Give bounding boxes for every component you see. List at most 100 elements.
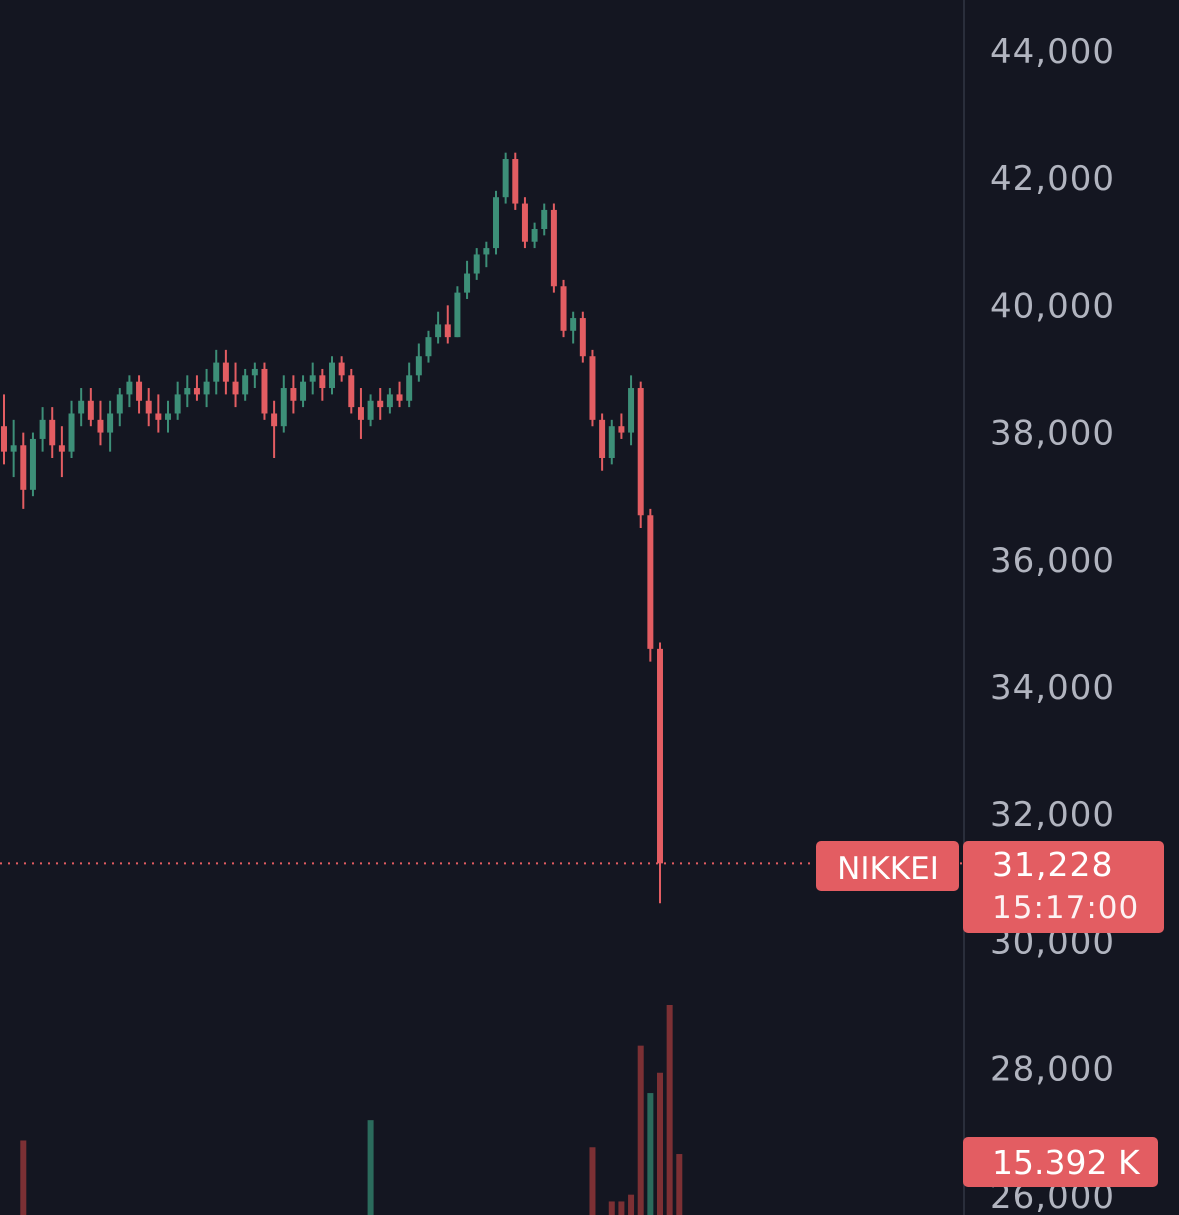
candle: [116, 388, 123, 427]
last-price-label: 31,228: [992, 845, 1113, 884]
candle: [367, 394, 374, 427]
candle-body: [290, 388, 297, 401]
candle: [338, 356, 345, 382]
candle-body: [367, 400, 374, 420]
candle: [39, 407, 46, 452]
price-axis[interactable]: 44,000 42,000 40,000 38,000 36,000 34,00…: [990, 32, 1115, 1215]
candle-body: [512, 159, 519, 204]
candle-body: [618, 426, 625, 433]
last-price-tag[interactable]: 31,228 15:17:00: [963, 841, 1164, 933]
candle: [406, 362, 413, 408]
volume-bar: [637, 1045, 644, 1215]
candle-body: [377, 400, 384, 408]
candle-body: [165, 413, 171, 420]
candle-body: [107, 413, 114, 433]
candle: [165, 400, 171, 433]
volume-bar: [20, 1140, 27, 1215]
candle: [628, 375, 635, 446]
volume-bar: [628, 1194, 635, 1215]
candle: [454, 286, 461, 338]
candle-body: [87, 400, 94, 420]
candle-body: [10, 445, 17, 452]
candle-body: [531, 229, 538, 242]
volume-bar: [666, 1005, 673, 1215]
candle: [589, 349, 596, 427]
candle-body: [589, 356, 596, 420]
candle: [107, 400, 114, 452]
candle-body: [203, 381, 210, 395]
candle-body: [232, 381, 239, 395]
y-tick-label: 28,000: [990, 1050, 1115, 1090]
candle-body: [435, 324, 442, 338]
candle: [10, 419, 17, 478]
candle: [599, 413, 606, 471]
candle: [493, 190, 499, 255]
candle: [464, 260, 471, 299]
volume-bar: [676, 1154, 683, 1215]
candle: [550, 203, 557, 293]
candle: [483, 241, 490, 268]
volume-bar: [367, 1120, 374, 1215]
candle: [68, 400, 75, 459]
candle-body: [145, 400, 152, 414]
candle-body: [502, 159, 509, 198]
candle: [396, 381, 403, 408]
candle: [78, 388, 85, 427]
candle-body: [608, 426, 615, 459]
y-tick-label: 38,000: [990, 414, 1115, 454]
candle: [319, 368, 326, 401]
candle-body: [271, 413, 278, 427]
candle-body: [647, 515, 654, 649]
candle: [145, 388, 152, 427]
candle-body: [280, 388, 287, 427]
candle-body: [550, 209, 557, 287]
volume-tag-background: [963, 1137, 1158, 1187]
candle-body: [415, 356, 422, 376]
candle: [647, 508, 654, 662]
series-name-tag[interactable]: NIKKEI: [816, 841, 959, 891]
candle: [435, 311, 442, 344]
last-price-tag-background: [963, 841, 1164, 933]
candle: [193, 375, 200, 401]
volume-label: 15.392 K: [992, 1143, 1141, 1182]
candle: [637, 381, 644, 528]
volume-bar: [608, 1201, 615, 1215]
candle-body: [136, 381, 143, 401]
candle-body: [29, 438, 36, 490]
candle-body: [155, 413, 162, 420]
candle: [87, 388, 94, 427]
candle: [97, 400, 104, 446]
candle-body: [483, 248, 490, 255]
candle-body: [599, 419, 606, 459]
candle: [1, 394, 7, 465]
y-tick-label: 44,000: [990, 32, 1115, 72]
candle: [232, 362, 239, 408]
volume-tag[interactable]: 15.392 K: [963, 1137, 1158, 1187]
candle: [155, 394, 162, 433]
candle: [444, 305, 451, 344]
y-tick-label: 40,000: [990, 286, 1115, 326]
candle-body: [58, 445, 65, 452]
candle-body: [213, 362, 220, 382]
candle-body: [464, 273, 471, 293]
candle-body: [174, 394, 181, 414]
candle: [415, 343, 422, 382]
y-tick-label: 36,000: [990, 541, 1115, 581]
candle: [618, 413, 625, 439]
candle: [357, 388, 364, 439]
candle: [608, 419, 615, 465]
candle: [126, 375, 133, 408]
candle: [49, 407, 56, 459]
volume-bar: [647, 1093, 654, 1215]
candle: [271, 400, 278, 459]
candle: [29, 432, 36, 497]
candle-body: [184, 388, 191, 395]
candle: [174, 381, 181, 420]
candle: [300, 375, 307, 408]
candle-body: [579, 318, 586, 357]
candle-body: [657, 648, 663, 864]
candle: [579, 311, 586, 363]
candle-body: [242, 375, 249, 395]
